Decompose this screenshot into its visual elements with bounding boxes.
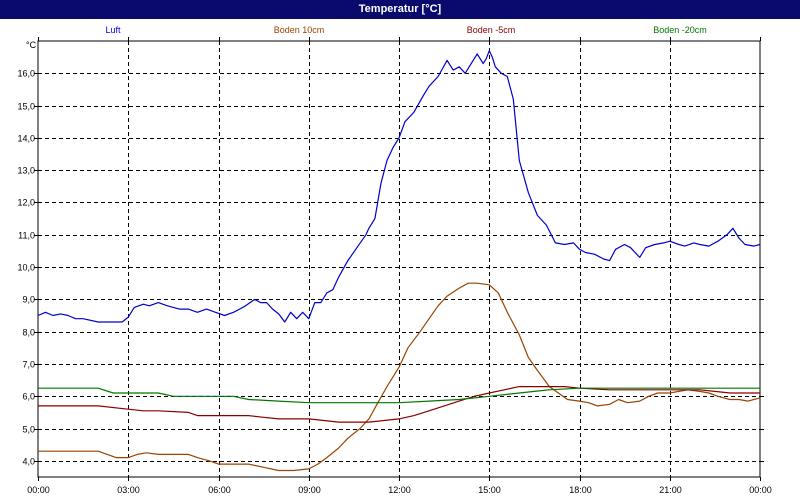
x-tick-time-label: 21:00 xyxy=(659,485,682,495)
y-tick-label: 8,0 xyxy=(22,328,35,338)
y-tick-label: 7,0 xyxy=(22,360,35,370)
legend-entry: Boden -5cm xyxy=(467,25,516,35)
chart-title: Temperatur [°C] xyxy=(0,0,800,19)
series-line xyxy=(37,50,761,323)
x-tick-time-label: 00:00 xyxy=(749,485,772,495)
y-tick-label: 12,0 xyxy=(17,198,35,208)
y-tick-label: 13,0 xyxy=(17,166,35,176)
legend-entry: Boden 10cm xyxy=(274,25,325,35)
series-line xyxy=(38,387,760,404)
x-tick-time-label: 03:00 xyxy=(117,485,140,495)
x-tick-time-label: 15:00 xyxy=(478,485,501,495)
series-line xyxy=(38,386,760,423)
series-lines xyxy=(37,50,761,472)
y-tick-label: 6,0 xyxy=(22,392,35,402)
grid-lines xyxy=(34,37,764,481)
legend-entry: Boden -20cm xyxy=(653,25,707,35)
y-tick-label: 4,0 xyxy=(22,457,35,467)
legend-entry: Luft xyxy=(105,25,121,35)
chart-plot: °C 4,0 5,0 6,0 7,0 8,0 9,0 10,0 11,0 12,0 13,0 14,… xyxy=(17,25,772,495)
x-axis-labels: 00:0019.12.1903:0019.12.1906:0019.12.190… xyxy=(27,485,772,495)
x-tick-time-label: 18:00 xyxy=(569,485,592,495)
y-axis-labels: °C 4,0 5,0 6,0 7,0 8,0 9,0 10,0 11,0 12,0 13,0 14,… xyxy=(17,40,36,467)
y-tick-label: 16,0 xyxy=(17,69,35,79)
x-tick-time-label: 00:00 xyxy=(27,485,50,495)
y-tick-label: 15,0 xyxy=(17,102,35,112)
y-axis-unit: °C xyxy=(26,40,37,50)
y-tick-label: 9,0 xyxy=(22,295,35,305)
y-tick-label: 10,0 xyxy=(17,263,35,273)
x-tick-time-label: 09:00 xyxy=(298,485,321,495)
y-tick-label: 5,0 xyxy=(22,425,35,435)
x-tick-time-label: 12:00 xyxy=(388,485,411,495)
legend: Luft Boden 10cm Boden -5cm Boden -20cm xyxy=(105,25,706,35)
y-tick-label: 11,0 xyxy=(18,231,35,241)
x-tick-time-label: 06:00 xyxy=(208,485,231,495)
y-tick-label: 14,0 xyxy=(17,134,35,144)
series-line xyxy=(38,282,761,472)
